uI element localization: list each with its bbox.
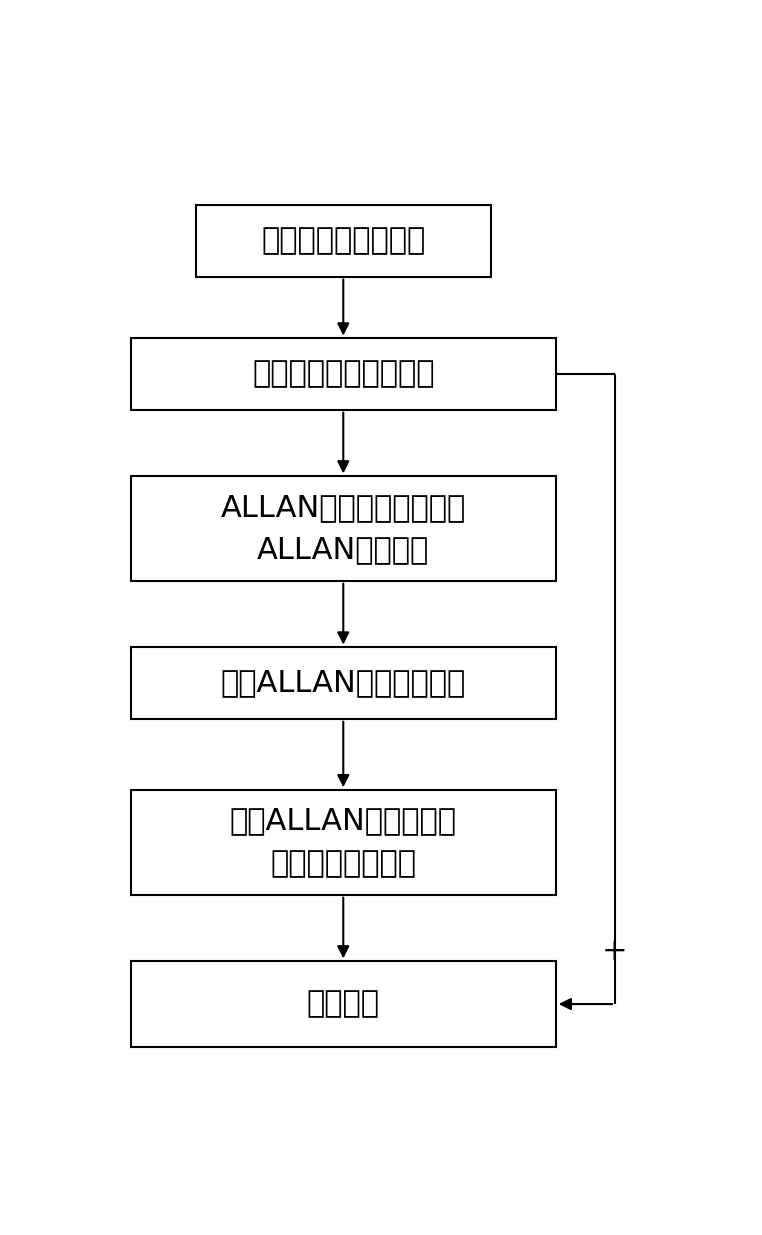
Text: 基于ALLAN方差分析的
随机误差修正模型: 基于ALLAN方差分析的 随机误差修正模型: [230, 806, 456, 878]
Text: 计算各恒星处的误差: 计算各恒星处的误差: [261, 226, 425, 256]
Text: +: +: [602, 937, 628, 966]
FancyBboxPatch shape: [131, 790, 556, 894]
Text: 基本物理参数模型处理: 基本物理参数模型处理: [252, 359, 434, 389]
FancyBboxPatch shape: [196, 205, 491, 277]
Text: ALLAN方差分析残差得到
ALLAN方差系数: ALLAN方差分析残差得到 ALLAN方差系数: [221, 493, 466, 564]
Text: 最终模型: 最终模型: [307, 989, 379, 1019]
FancyBboxPatch shape: [131, 477, 556, 580]
FancyBboxPatch shape: [131, 647, 556, 719]
FancyBboxPatch shape: [131, 338, 556, 410]
FancyBboxPatch shape: [131, 961, 556, 1047]
Text: 根据ALLAN方差系数建模: 根据ALLAN方差系数建模: [221, 668, 466, 698]
